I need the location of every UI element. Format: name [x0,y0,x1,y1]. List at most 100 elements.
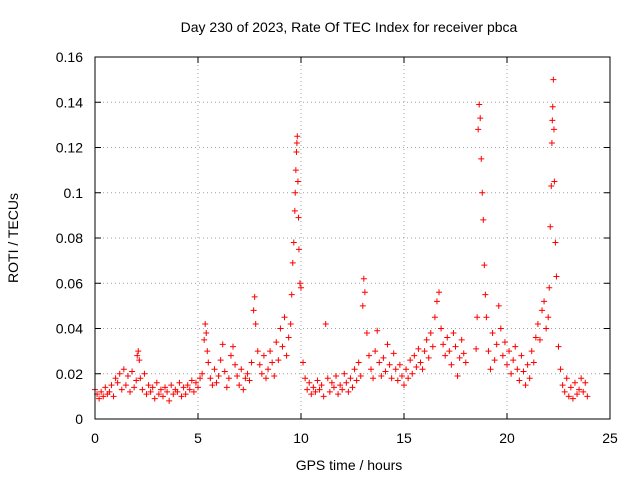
data-point [300,359,307,366]
data-point [341,370,348,377]
x-tick-label: 5 [194,430,202,446]
axis-ticks [94,56,611,420]
data-point [378,373,385,380]
data-point [277,325,284,332]
data-point [120,366,127,373]
data-point [504,361,510,368]
data-point [258,370,265,377]
data-point [501,339,508,346]
data-point [390,350,397,357]
data-point [136,357,143,364]
data-point [178,393,185,400]
data-point [370,375,377,382]
data-point [310,384,317,391]
y-tick-label: 0.1 [64,185,84,201]
data-point [382,368,389,375]
data-point [227,352,234,359]
data-point [207,375,214,382]
data-point [182,391,189,398]
data-point [536,336,543,343]
data-point [481,262,488,269]
data-point [242,375,249,382]
data-point [330,384,337,391]
data-point [306,379,313,386]
data-point [582,379,589,386]
data-point [553,273,560,280]
data-point [192,379,199,386]
data-point [314,377,321,384]
data-point [580,388,587,395]
data-point [204,348,211,355]
data-point [363,330,370,337]
data-point [522,382,529,389]
data-point [96,395,103,402]
data-point [199,370,206,377]
data-point [480,216,487,223]
y-tick-label: 0.06 [56,275,83,291]
data-point [518,352,525,359]
data-point [271,373,278,380]
data-point [118,386,125,393]
data-point [135,348,142,355]
y-tick-labels: 0 0.02 0.04 0.06 0.08 0.1 0.12 0.14 0.16 [56,49,83,427]
data-point [143,391,150,398]
data-point [514,366,521,373]
data-point [396,361,403,368]
data-point [411,352,418,359]
data-point [295,214,302,221]
data-point [569,395,576,402]
data-point [333,373,340,380]
data-point [386,361,393,368]
data-point [345,388,352,395]
data-point [110,393,117,400]
data-point [298,284,304,291]
data-point [543,325,550,332]
data-point [578,375,585,382]
data-point [394,377,401,384]
data-point [273,339,280,346]
data-point [295,246,302,253]
data-point [174,388,181,395]
data-point [269,359,276,366]
data-point [112,375,119,382]
data-point [195,384,201,391]
data-point [557,366,564,373]
plot-frame [94,56,611,420]
data-point [482,291,489,298]
data-point [202,320,209,327]
data-point [549,117,556,124]
data-point [392,366,399,373]
data-point [546,284,553,291]
data-point [293,149,300,156]
data-point [489,330,496,337]
data-point [291,207,298,214]
data-point [240,386,247,393]
data-point [530,359,537,366]
data-point [221,368,228,375]
data-point [351,366,358,373]
data-point [293,139,300,146]
data-point [290,239,297,246]
data-point [254,348,261,355]
data-point [180,384,187,391]
data-point [250,307,257,314]
data-point [127,388,134,395]
data-point [584,393,591,400]
data-point [526,375,533,382]
data-point [485,348,492,355]
y-tick-label: 0 [75,411,83,427]
data-point [98,388,105,395]
data-point [190,388,197,395]
data-point [294,133,301,140]
data-point [561,388,568,395]
data-point [252,320,259,327]
data-point [170,391,177,398]
data-point [431,314,438,321]
data-point [474,314,481,321]
data-point [141,370,148,377]
data-points [92,76,591,404]
data-point [454,373,461,380]
data-point [289,259,296,266]
data-point [359,302,366,309]
data-point [248,359,255,366]
